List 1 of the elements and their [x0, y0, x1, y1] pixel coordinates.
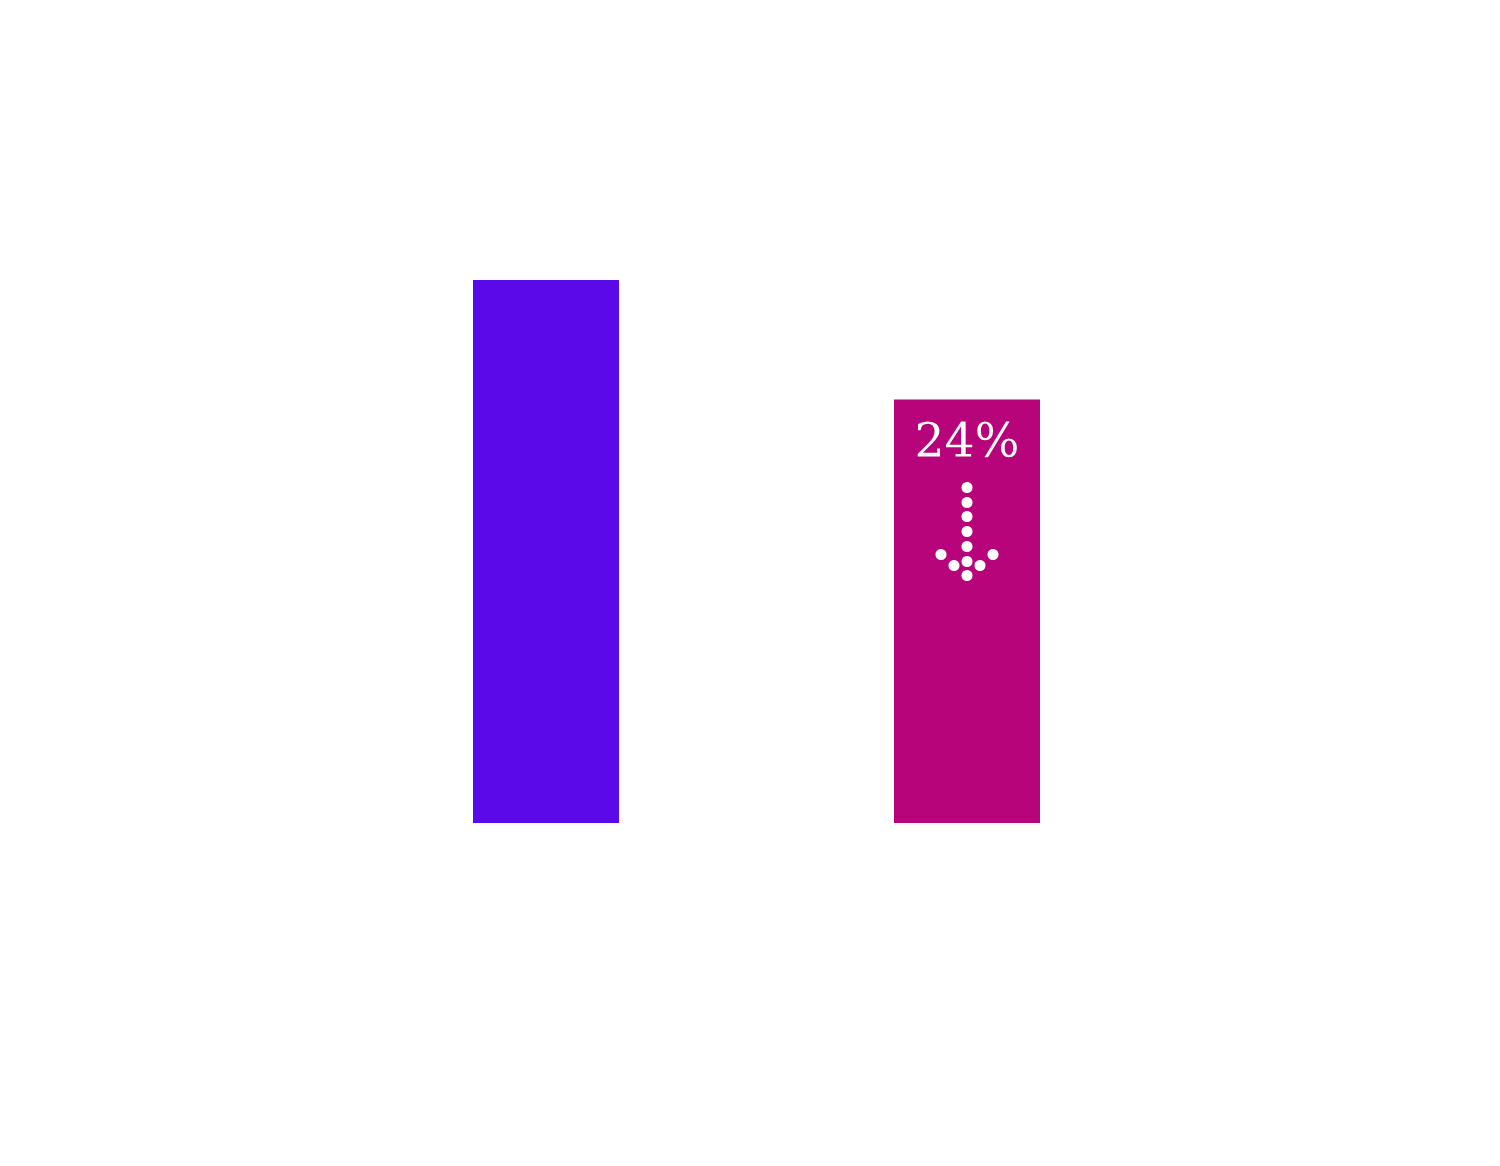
annotation: 24%	[917, 421, 1017, 458]
